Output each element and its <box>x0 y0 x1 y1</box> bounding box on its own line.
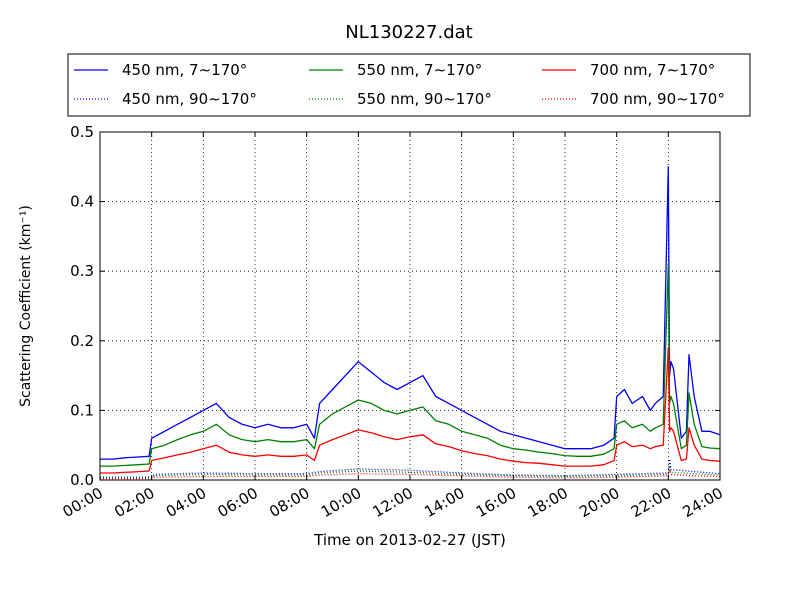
series-layer <box>100 166 720 480</box>
y-axis: 0.0 0.1 0.2 0.3 0.4 0.5 <box>70 123 720 489</box>
legend-label-3: 450 nm, 90∼170° <box>122 90 257 108</box>
x-tick-label: 16:00 <box>473 484 519 521</box>
legend-label-5: 700 nm, 90∼170° <box>590 90 725 108</box>
x-tick-label: 08:00 <box>266 484 312 521</box>
x-tick-label: 00:00 <box>60 484 106 521</box>
x-tick-label: 12:00 <box>370 484 416 521</box>
legend-label-2: 700 nm, 7∼170° <box>590 61 715 79</box>
legend-frame <box>67 53 751 117</box>
plot-area <box>100 166 720 480</box>
x-axis-label: Time on 2013-02-27 (JST) <box>313 531 506 549</box>
legend: 450 nm, 7∼170° 550 nm, 7∼170° 700 nm, 7∼17… <box>67 53 751 117</box>
series-line-2 <box>100 347 720 474</box>
x-tick-label: 22:00 <box>628 484 674 521</box>
legend-label-0: 450 nm, 7∼170° <box>122 61 247 79</box>
y-tick-label: 0.2 <box>70 332 94 350</box>
grid <box>99 131 721 481</box>
x-tick-label: 20:00 <box>576 484 622 521</box>
y-tick-label: 0.5 <box>70 123 94 141</box>
x-tick-label: 10:00 <box>318 484 364 521</box>
series-line-0 <box>100 166 720 460</box>
series-line-1 <box>100 263 720 467</box>
series-line-3 <box>100 458 720 478</box>
x-tick-label: 14:00 <box>421 484 467 521</box>
x-tick-label: 24:00 <box>680 484 726 521</box>
legend-label-1: 550 nm, 7∼170° <box>357 61 482 79</box>
x-tick-label: 18:00 <box>525 484 571 521</box>
legend-label-4: 550 nm, 90∼170° <box>357 90 492 108</box>
y-axis-label: Scattering Coefficient (km⁻¹) <box>18 205 34 407</box>
chart-title: NL130227.dat <box>345 22 472 43</box>
x-tick-label: 06:00 <box>215 484 261 521</box>
series-line-4 <box>100 465 720 479</box>
series-line-5 <box>100 469 720 480</box>
y-tick-label: 0.3 <box>70 262 94 280</box>
y-tick-label: 0.4 <box>70 193 94 211</box>
x-tick-label: 02:00 <box>111 484 157 521</box>
x-tick-label: 04:00 <box>163 484 209 521</box>
y-tick-label: 0.0 <box>70 471 94 489</box>
y-tick-label: 0.1 <box>70 401 94 419</box>
x-axis: 00:00 02:00 04:00 06:00 08:00 10:00 12:00 14:00… <box>60 132 726 521</box>
